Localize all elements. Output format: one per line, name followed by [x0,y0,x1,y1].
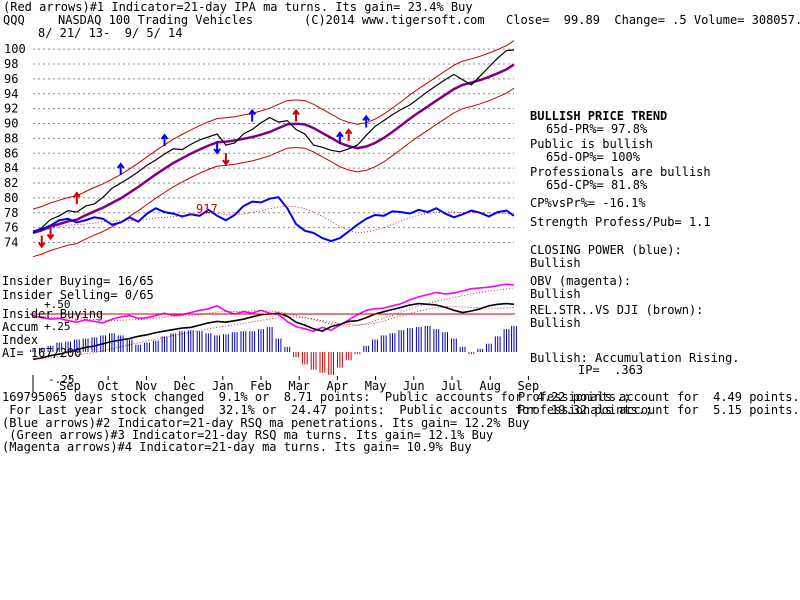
y-tick-label-94: 94 [4,87,18,101]
footer-line-1: 169795065 days stock changed 9.1% or 8.7… [2,390,631,404]
y-tick-label-90: 90 [4,117,18,131]
y-tick-label-88: 88 [4,131,18,145]
public-status: Public is bullish [530,137,653,151]
ai-value: AI= 167/200 [2,346,82,360]
y-tick-label-84: 84 [4,161,18,175]
up-arrow-icon [336,131,344,144]
up-arrow-icon [344,128,353,141]
upper-band-line [32,40,515,210]
x-tick-label-sep: Sep [59,379,81,393]
x-tick-label-sep: Sep [518,379,540,393]
price-grid [33,48,514,244]
pros-status: Professionals are bullish [530,165,711,179]
down-arrow-icon [46,227,55,241]
accum-label-neg25: -.25 [48,373,75,386]
y-tick-label-76: 76 [4,221,18,235]
date-range: 8/ 21/ 13- 9/ 5/ 14 [38,26,183,40]
y-tick-label-92: 92 [4,102,18,116]
strength-ratio: Strength Profess/Pub= 1.1 [530,215,711,229]
x-tick-label-apr: Apr [327,379,349,393]
moving-average-line [32,63,515,235]
y-tick-label-80: 80 [4,191,18,205]
y-tick-label-98: 98 [4,57,18,71]
y-tick-label-74: 74 [4,236,18,250]
obv-label: OBV (magenta): [530,274,632,288]
trend-title: BULLISH PRICE TREND [530,109,668,123]
accum-label: Accum [2,320,39,334]
y-tick-label-96: 96 [4,72,18,86]
index-label: Index [2,333,39,347]
x-tick-label-jun: Jun [403,379,425,393]
ticker: QQQ [3,13,25,27]
y-tick-label-78: 78 [4,206,18,220]
up-arrow-icon [248,108,257,122]
relstr-line-ma [32,306,515,360]
footer-blue-arrows: (Blue arrows)#2 Indicator=21-day RSQ ma … [2,416,530,430]
closing-power-label: CLOSING POWER (blue): [530,243,682,257]
closing-power-line [32,196,515,243]
up-arrow-icon [73,191,81,205]
footer-magenta-arrows: (Magenta arrows)#4 Indicator=21-day ma t… [2,440,472,454]
x-tick-label-dec: Dec [174,379,196,393]
footer-line-1-pros: Professionals account for 4.49 points. [518,390,800,404]
up-arrow-icon [116,162,125,176]
relstr-label: REL.STR..VS DJI (brown): [530,303,704,317]
lower-band-line [32,87,515,258]
up-arrow-icon [292,108,300,122]
signal-arrows [37,108,370,249]
x-tick-label-jul: Jul [441,379,463,393]
y-tick-label-86: 86 [4,146,18,160]
instrument-name: NASDAQ 100 Trading Vehicles [58,13,254,27]
price-bands [32,40,515,258]
copyright: (C)2014 www.tigersoft.com [304,13,485,27]
header-red-arrows: (Red arrows)#1 Indicator=21-day IPA ma t… [3,0,473,14]
ip-value: IP= .363 [578,363,644,377]
pr-value: 65d-PR%= 97.8% [546,122,648,136]
footer-green-arrows: (Green arrows)#3 Indicator=21-day RSQ ma… [2,428,494,442]
x-tick-label-mar: Mar [288,379,310,393]
cp-vs-pr: CP%vsPr%= -16.1% [530,196,646,210]
insider-selling: Insider Selling= 0/65 [2,288,154,302]
relstr-state: Bullish [530,316,581,330]
cp-value: 65d-CP%= 81.8% [546,178,648,192]
accum-label-25: +.25 [44,320,71,333]
x-tick-label-oct: Oct [97,379,119,393]
insider-buying-label: Insider Buying [2,307,104,321]
quote-line: Close= 99.89 Change= .5 Volume= 308057.6… [506,13,800,27]
op-value: 65d-OP%= 100% [546,150,640,164]
obv-state: Bullish [530,287,581,301]
y-tick-label-82: 82 [4,176,18,190]
price-line [32,49,515,234]
x-tick-labels: Sep Oct Nov Dec Jan Feb Mar Apr May Jun Jul Aug Sep [59,376,539,393]
accumulation-index-bars [30,326,517,375]
insider-buying: Insider Buying= 16/65 [2,274,154,288]
x-tick-label-nov: Nov [136,379,158,393]
up-arrow-icon [362,114,370,128]
closing-power-state: Bullish [530,256,581,270]
footer-line-2-pros: Professionals account for 5.15 points. [518,403,800,417]
accum-label-50: +.50 [44,298,71,311]
closing-power-line-ma [32,205,515,234]
footer-line-2: For Last year stock changed 32.1% or 24.… [2,403,653,417]
down-arrow-icon [37,235,46,249]
marker-917: 917 [196,202,218,216]
x-tick-label-aug: Aug [479,379,501,393]
up-arrow-icon [160,133,169,147]
x-tick-label-feb: Feb [250,379,272,393]
x-tick-label-jan: Jan [212,379,234,393]
down-arrow-icon [222,153,230,166]
accum-status: Bullish: Accumulation Rising. [530,351,740,365]
x-tick-label-may: May [365,379,387,393]
down-arrow-icon [213,141,221,155]
y-tick-label-100: 100 [4,42,26,56]
